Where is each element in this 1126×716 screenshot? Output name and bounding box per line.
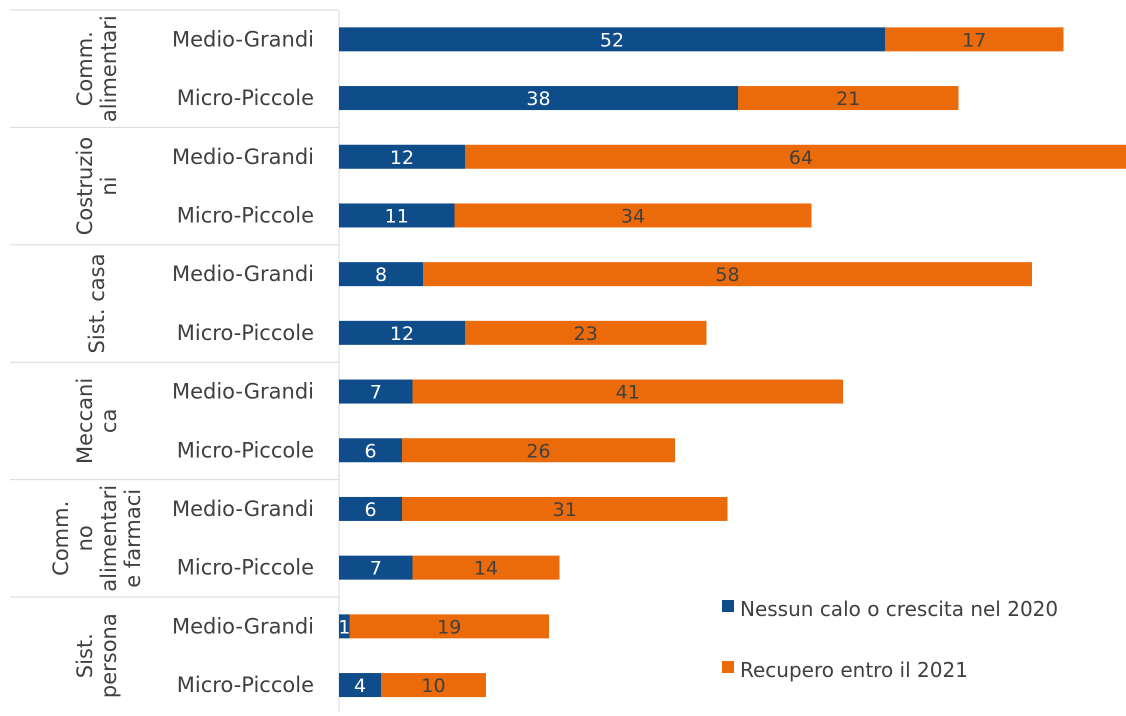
data-label: 14: [474, 558, 498, 580]
bar-nessun-calo: [339, 614, 350, 639]
category-labels: Medio-Grandi Micro-Piccole Medio-Grandi Mic…: [172, 27, 314, 697]
bar-recupero: [402, 496, 728, 521]
bar-nessun-calo: [339, 144, 465, 169]
data-label: 41: [616, 382, 640, 404]
data-label: 10: [421, 675, 445, 697]
group-label: Comm.noalimentarie farmaci: [49, 485, 145, 592]
category-label: Micro-Piccole: [177, 86, 314, 110]
group-label: Meccanica: [73, 378, 121, 464]
bar-recupero: [412, 555, 560, 580]
group-label-line: Sist.: [73, 633, 97, 678]
data-label: 7: [370, 382, 382, 404]
legend-label-series-1: Nessun calo o crescita nel 2020: [740, 597, 1058, 621]
data-label: 12: [390, 323, 414, 345]
group-label-line: Costruzio: [73, 137, 97, 235]
category-label: Micro-Piccole: [177, 321, 314, 345]
data-label: 12: [390, 147, 414, 169]
group-label: Sist. casa: [85, 254, 109, 354]
data-label: 6: [364, 440, 376, 462]
data-label: 23: [574, 323, 598, 345]
bar-nessun-calo: [339, 203, 455, 228]
bar-recupero: [738, 86, 959, 111]
category-label: Micro-Piccole: [177, 438, 314, 462]
group-label-line: no: [73, 525, 97, 551]
bar-recupero: [454, 203, 812, 228]
bar-nessun-calo: [339, 673, 381, 698]
data-label: 31: [553, 499, 577, 521]
data-label: 1: [338, 616, 350, 638]
group-label: Comm.alimentari: [73, 15, 121, 122]
bar-recupero: [349, 614, 549, 639]
category-label: Micro-Piccole: [177, 673, 314, 697]
legend-label-series-2: Recupero entro il 2021: [740, 658, 968, 682]
data-label: 34: [621, 205, 645, 227]
category-label: Medio-Grandi: [172, 380, 314, 404]
data-label: 6: [364, 499, 376, 521]
legend-swatch-series-1: [722, 600, 734, 612]
group-label: Sist.persona: [73, 613, 121, 698]
bar-recupero: [465, 320, 707, 345]
bar-recupero: [885, 27, 1064, 52]
category-label: Medio-Grandi: [172, 262, 314, 286]
group-label-line: ni: [97, 177, 121, 196]
category-label: Medio-Grandi: [172, 614, 314, 638]
data-labels: 52 17 38 21 12 64 11 34 8 58 12 23 7 41 6 26 6 31 7 14 1 19 4 1…: [338, 29, 986, 697]
group-label-line: ca: [97, 409, 121, 433]
bar-nessun-calo: [339, 555, 413, 580]
group-label-line: Comm.: [73, 31, 97, 106]
data-label: 7: [370, 558, 382, 580]
category-label: Micro-Piccole: [177, 203, 314, 227]
data-label: 26: [526, 440, 550, 462]
category-label: Medio-Grandi: [172, 27, 314, 51]
data-label: 52: [600, 29, 624, 51]
data-label: 4: [354, 675, 366, 697]
group-label-line: alimentari: [97, 485, 121, 592]
group-label-line: Comm.: [49, 501, 73, 576]
bar-nessun-calo: [339, 27, 885, 52]
data-label: 58: [715, 264, 739, 286]
group-label-line: Sist. casa: [85, 254, 109, 354]
bar-recupero: [402, 438, 675, 463]
category-label: Medio-Grandi: [172, 497, 314, 521]
data-label: 8: [375, 264, 387, 286]
bar-nessun-calo: [339, 86, 738, 111]
category-label: Medio-Grandi: [172, 145, 314, 169]
data-label: 64: [789, 147, 813, 169]
group-label-line: e farmaci: [121, 489, 145, 588]
group-label-line: Meccani: [73, 378, 97, 464]
bar-nessun-calo: [339, 262, 423, 287]
data-label: 19: [437, 616, 461, 638]
group-label: Costruzioni: [73, 137, 121, 235]
axis-layer: [10, 9, 340, 715]
bars: [339, 27, 1126, 698]
group-label-line: persona: [97, 613, 121, 698]
bar-recupero: [412, 379, 843, 404]
legend: Nessun calo o crescita nel 2020 Recupero…: [722, 597, 1058, 682]
data-label: 21: [836, 88, 860, 110]
bar-recupero: [381, 673, 486, 698]
bar-recupero: [465, 144, 1126, 169]
bar-nessun-calo: [339, 438, 402, 463]
bar-nessun-calo: [339, 320, 465, 345]
bar-nessun-calo: [339, 496, 402, 521]
bar-nessun-calo: [339, 379, 413, 404]
legend-swatch-series-2: [722, 661, 734, 673]
bar-recupero: [423, 262, 1032, 287]
category-label: Micro-Piccole: [177, 556, 314, 580]
data-label: 11: [385, 205, 409, 227]
data-label: 17: [962, 29, 986, 51]
group-label-line: alimentari: [97, 15, 121, 122]
data-label: 38: [526, 88, 550, 110]
